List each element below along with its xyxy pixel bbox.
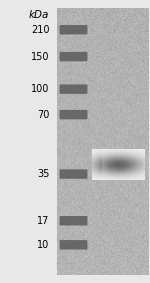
Text: 35: 35 <box>37 169 50 179</box>
Text: 70: 70 <box>37 110 50 120</box>
Text: 150: 150 <box>31 52 50 62</box>
Text: 210: 210 <box>31 25 50 35</box>
Text: 17: 17 <box>37 216 50 226</box>
Text: 100: 100 <box>31 84 50 94</box>
Text: kDa: kDa <box>29 10 50 20</box>
Text: 10: 10 <box>37 240 50 250</box>
